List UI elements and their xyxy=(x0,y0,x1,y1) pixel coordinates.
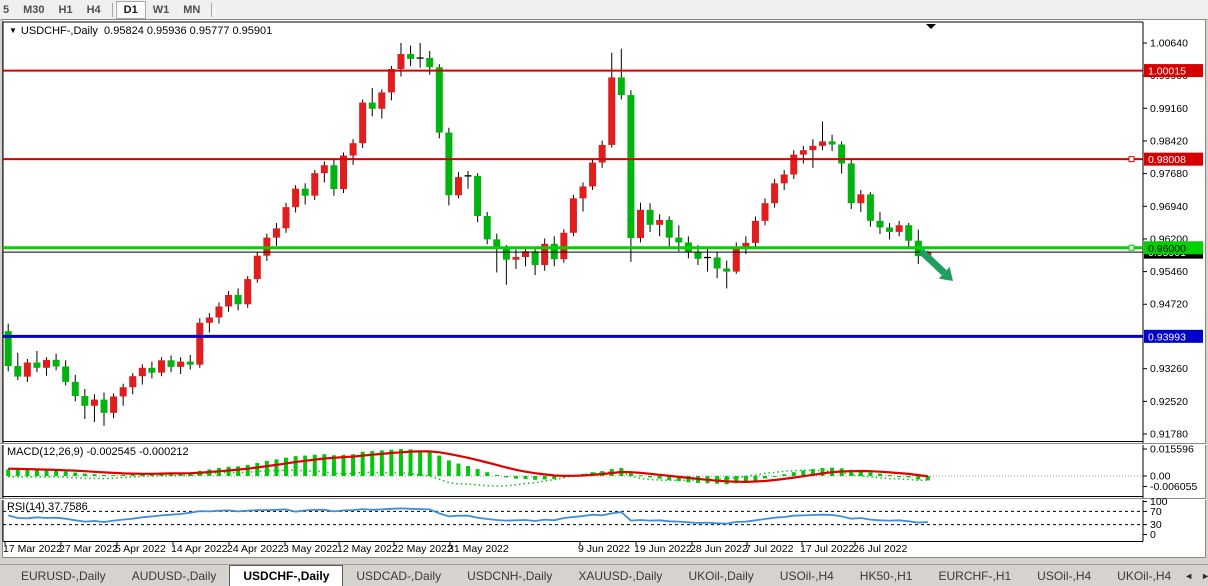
tab-scroll-left-icon[interactable]: ◄ xyxy=(1184,570,1194,581)
tab-eurchf-h1[interactable]: EURCHF-,H1 xyxy=(938,568,1012,583)
chart-dropdown-icon[interactable]: ▼ xyxy=(9,26,17,35)
rsi-value: 37.7586 xyxy=(47,501,88,513)
macd-label: MACD(12,26,9) -0.002545 -0.000212 xyxy=(7,446,189,458)
tab-audusd-daily[interactable]: AUDUSD-,Daily xyxy=(131,568,217,583)
tab-usdcad-daily[interactable]: USDCAD-,Daily xyxy=(356,568,442,583)
tab-ukoil-h4[interactable]: UKOil-,H4 xyxy=(1117,568,1172,583)
tf-button-h1[interactable]: H1 xyxy=(58,3,73,16)
tab-usoil-h4[interactable]: USOil-,H4 xyxy=(779,568,834,583)
chart-symbol-label: USDCHF-,Daily xyxy=(20,25,98,37)
rsi-label: RSI(14) 37.7586 xyxy=(7,501,88,513)
tab-eurusd-daily[interactable]: EURUSD-,Daily xyxy=(21,568,106,583)
tf-button-5[interactable]: 5 xyxy=(3,3,10,16)
tf-button-mn[interactable]: MN xyxy=(183,3,201,16)
tab-hk50-h1[interactable]: HK50-,H1 xyxy=(859,568,913,583)
tf-button-w1[interactable]: W1 xyxy=(152,3,170,16)
toolbar-separator xyxy=(111,2,116,17)
tf-button-m30[interactable]: M30 xyxy=(23,3,45,16)
tab-ukoil-daily[interactable]: UKOil-,Daily xyxy=(688,568,754,583)
tf-button-d1[interactable]: D1 xyxy=(115,0,146,19)
tf-button-h4[interactable]: H4 xyxy=(86,3,101,16)
timeframe-toolbar: 5 M30 H1 H4 D1 W1 MN xyxy=(0,0,1208,20)
tab-xauusd-daily[interactable]: XAUUSD-,Daily xyxy=(578,568,663,583)
tab-usdchf-daily[interactable]: USDCHF-,Daily xyxy=(229,565,344,586)
tab-scroll-right-icon[interactable]: ► xyxy=(1201,570,1208,581)
tab-usdcnh-daily[interactable]: USDCNH-,Daily xyxy=(467,568,553,583)
chart-window xyxy=(2,19,1206,558)
symbol-tab-bar: EURUSD-,Daily AUDUSD-,Daily USDCHF-,Daily U… xyxy=(0,564,1208,586)
chart-title: ▼ USDCHF-,Daily 0.95824 0.95936 0.95777 0… xyxy=(9,25,272,37)
chart-ohlc-values: 0.95824 0.95936 0.95777 0.95901 xyxy=(104,25,273,37)
tab-usoil-h4[interactable]: USOil-,H4 xyxy=(1037,568,1092,583)
macd-values: -0.002545 -0.000212 xyxy=(86,446,189,458)
toolbar-separator xyxy=(211,2,216,17)
